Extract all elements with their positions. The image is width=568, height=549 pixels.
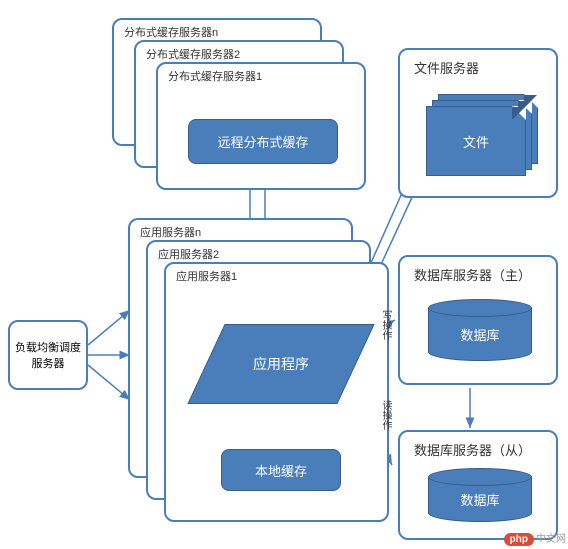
load-balancer-box: 负载均衡调度服务器	[8, 320, 88, 390]
local-cache-component: 本地缓存	[221, 449, 341, 491]
app-server-label-n: 应用服务器n	[140, 224, 201, 240]
db-master-cylinder: 数据库	[428, 299, 532, 361]
watermark: php中文网	[504, 529, 566, 547]
db-master-title: 数据库服务器（主）	[400, 257, 556, 284]
application-label: 应用程序	[253, 354, 309, 374]
cache-server-label-n: 分布式缓存服务器n	[124, 24, 218, 40]
file-server-title: 文件服务器	[400, 50, 556, 77]
cache-server-label-2: 分布式缓存服务器2	[146, 46, 240, 62]
read-op-label: 读操作	[378, 400, 393, 430]
cache-server-card-1: 分布式缓存服务器1 远程分布式缓存	[156, 62, 366, 190]
file-page-1: 文件	[426, 106, 526, 176]
diagram-container: 分布式缓存服务器n 分布式缓存服务器2 分布式缓存服务器1 远程分布式缓存 应用…	[0, 0, 568, 549]
local-cache-label: 本地缓存	[255, 461, 307, 480]
db-slave-title: 数据库服务器（从）	[400, 432, 556, 459]
watermark-badge: php	[504, 533, 534, 546]
db-slave-top	[428, 468, 532, 486]
db-slave-label: 数据库	[460, 490, 499, 509]
db-master-top	[428, 299, 532, 317]
load-balancer-label: 负载均衡调度服务器	[14, 339, 82, 371]
write-op-label: 写操作	[378, 310, 393, 340]
remote-cache-component: 远程分布式缓存	[188, 119, 338, 164]
db-master-box: 数据库服务器（主） 数据库	[398, 255, 558, 385]
app-server-card-1: 应用服务器1 应用程序 本地缓存	[164, 262, 389, 522]
db-slave-cylinder: 数据库	[428, 468, 532, 522]
cache-server-label-1: 分布式缓存服务器1	[168, 68, 262, 84]
app-server-label-1: 应用服务器1	[176, 268, 237, 284]
remote-cache-label: 远程分布式缓存	[217, 132, 308, 151]
file-label: 文件	[463, 132, 489, 151]
db-master-label: 数据库	[460, 325, 499, 344]
file-server-box: 文件服务器 文件	[398, 48, 558, 198]
app-server-label-2: 应用服务器2	[158, 246, 219, 262]
watermark-text: 中文网	[536, 534, 566, 545]
application-component: 应用程序	[187, 324, 374, 404]
db-slave-box: 数据库服务器（从） 数据库	[398, 430, 558, 540]
